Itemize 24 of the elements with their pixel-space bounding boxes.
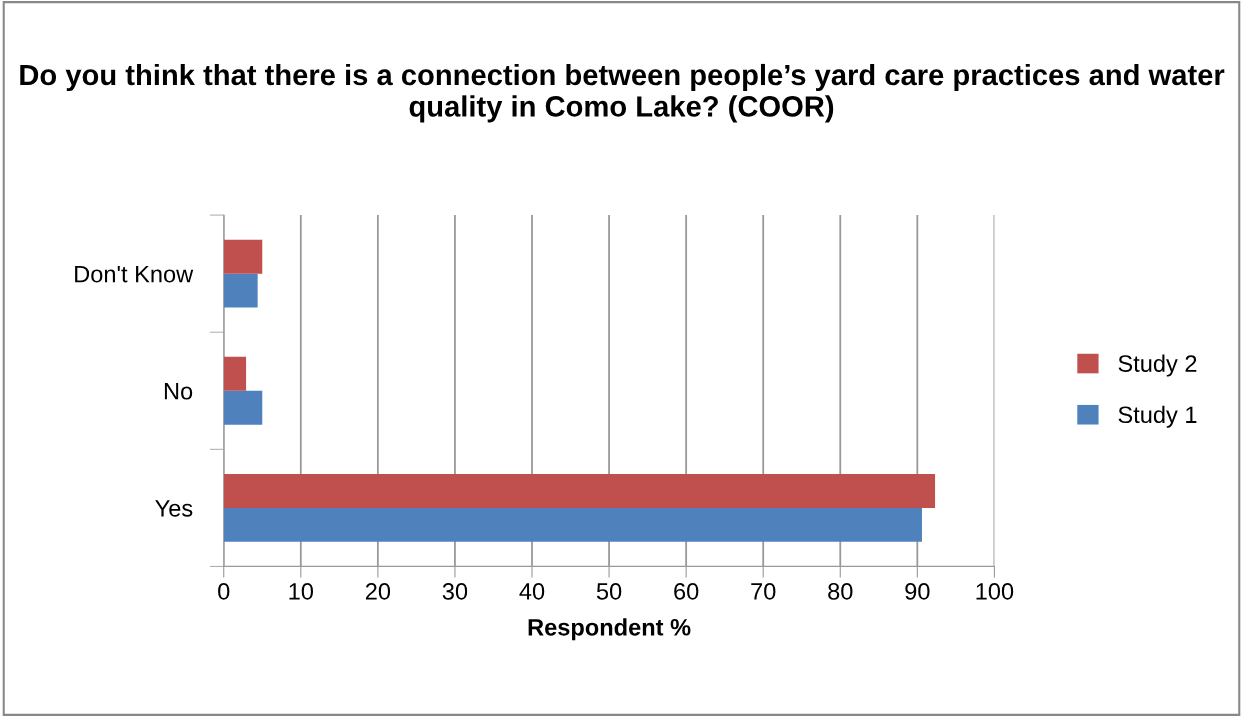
legend-label: Study 1 <box>1118 405 1197 428</box>
x-tick-label: 100 <box>976 583 1014 600</box>
chart-title: Do you think that there is a connection between people’s yard care practices and water quality in Como Lake? (COOR) <box>20 63 1225 123</box>
x-tick-label: 60 <box>674 583 699 600</box>
bar <box>223 390 263 425</box>
x-tick-label: 70 <box>751 583 776 600</box>
bar <box>223 473 936 508</box>
x-tick-label: 10 <box>289 583 314 600</box>
bar <box>223 239 263 274</box>
x-tick-label: 40 <box>519 583 545 600</box>
bar <box>223 273 258 308</box>
x-tick-label: 20 <box>365 583 391 600</box>
bar <box>223 356 247 391</box>
y-tick-label: Yes <box>155 500 193 517</box>
bar <box>223 507 922 542</box>
x-tick-label: 80 <box>828 583 853 600</box>
x-tick-label: 0 <box>218 583 230 600</box>
legend-label: Study 2 <box>1118 354 1197 377</box>
y-tick-label: No <box>164 383 193 400</box>
x-tick-label: 50 <box>596 583 622 600</box>
y-tick-label: Don't Know <box>75 265 194 283</box>
x-tick-label: 90 <box>905 583 930 600</box>
x-tick-label: 30 <box>442 583 468 600</box>
x-axis-title: Respondent % <box>528 618 691 641</box>
